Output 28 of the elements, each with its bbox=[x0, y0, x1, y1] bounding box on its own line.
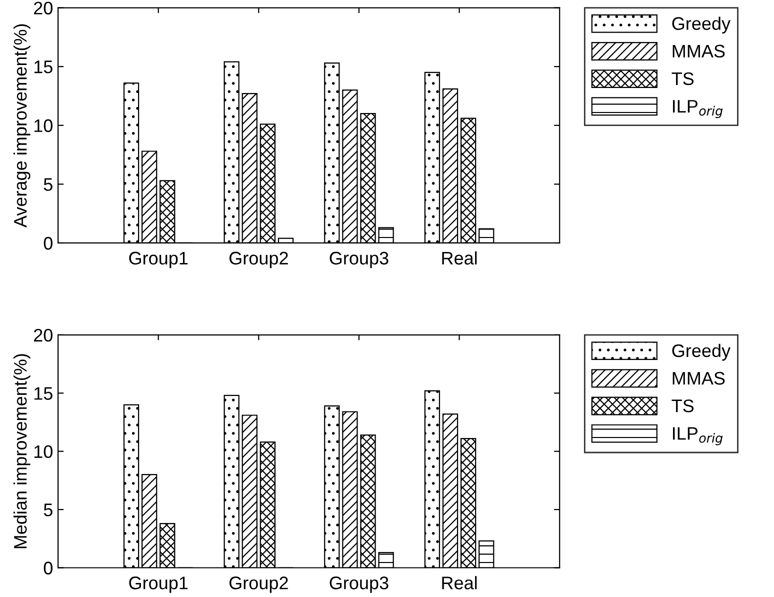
y-tick-label: 0 bbox=[44, 236, 52, 250]
y-tick-label: 15 bbox=[34, 60, 52, 74]
y-axis-title: Median improvement(%) bbox=[14, 354, 30, 548]
y-tick-label: 15 bbox=[34, 387, 52, 400]
y-axis-title: Average improvement(%) bbox=[14, 24, 30, 228]
x-tick-label: Group2 bbox=[229, 252, 288, 268]
legend-label: TS bbox=[672, 72, 694, 86]
y-tick-label: 10 bbox=[34, 445, 52, 458]
legend-label: TS bbox=[672, 399, 694, 412]
y-tick-label: 5 bbox=[44, 178, 52, 191]
x-tick-label: Group3 bbox=[330, 252, 388, 268]
x-tick-label: Group1 bbox=[129, 252, 188, 268]
legend-label: MMAS bbox=[672, 372, 725, 385]
legend-label: ILP$_{orig}$ bbox=[673, 427, 723, 446]
x-tick-label: Group2 bbox=[229, 576, 288, 593]
legend-label: Greedy bbox=[672, 16, 731, 34]
x-tick-label: Group3 bbox=[330, 576, 388, 593]
legend-label: MMAS bbox=[672, 44, 725, 58]
text: Greedy bbox=[672, 344, 731, 361]
legend-label: ILP$_{orig}$ bbox=[673, 100, 723, 118]
y-tick-label: 0 bbox=[44, 562, 52, 574]
x-tick-label: Real bbox=[442, 576, 477, 590]
x-tick-label: Real bbox=[442, 251, 477, 265]
y-tick-label: 10 bbox=[34, 119, 52, 132]
y-tick-label: 20 bbox=[34, 2, 52, 14]
y-tick-label: 20 bbox=[34, 328, 52, 342]
y-tick-label: 5 bbox=[44, 504, 52, 516]
x-tick-label: Group1 bbox=[129, 576, 188, 593]
